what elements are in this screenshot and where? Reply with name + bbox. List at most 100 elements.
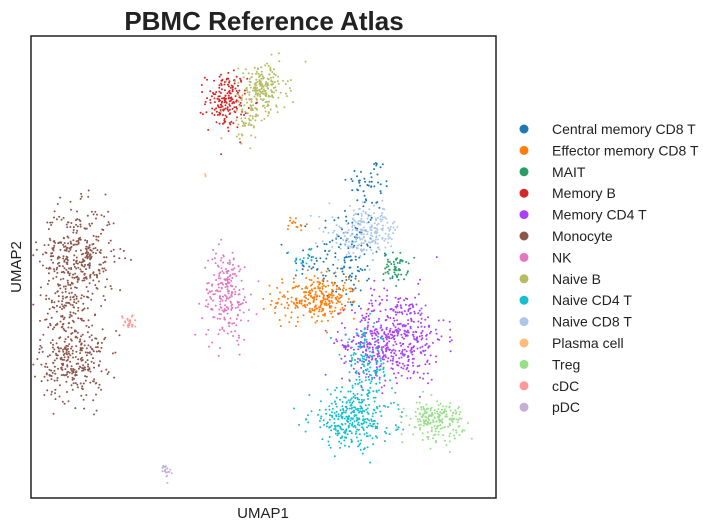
data-point [209,296,212,298]
data-point [433,409,436,412]
data-point [392,232,395,235]
data-point [69,313,72,316]
data-point [79,338,82,341]
data-point [295,225,298,228]
data-point [375,235,378,238]
data-point [227,94,230,97]
data-point [44,365,47,368]
data-point [320,310,323,313]
data-point [359,448,362,451]
data-point [357,223,360,226]
data-point [66,365,69,368]
data-point [393,372,395,375]
data-point [223,83,226,86]
data-point [394,273,397,276]
data-point [100,346,103,349]
data-point [355,229,358,232]
data-point [56,203,59,205]
data-point [232,268,234,271]
data-point [360,242,363,245]
data-point [310,295,313,298]
data-point [401,336,404,339]
data-point [258,93,261,96]
data-point [330,296,333,299]
data-point [235,75,238,78]
data-point [416,341,419,344]
data-point [75,259,78,262]
data-point [419,423,422,426]
data-point [333,428,336,430]
data-point [350,432,353,435]
data-point [91,292,94,295]
data-point [92,213,95,216]
data-point [212,249,215,251]
data-point [383,239,386,242]
data-point [102,270,105,273]
data-point [354,275,357,278]
data-point [378,405,381,408]
data-point [169,468,172,471]
data-point [414,338,417,341]
data-point [359,344,362,347]
data-point [380,386,383,389]
data-point [427,316,429,319]
data-point [381,163,384,166]
data-point [203,76,206,79]
data-point [324,219,327,222]
data-point [392,348,395,351]
data-point [72,244,75,246]
data-point [342,287,345,290]
data-point [430,429,433,432]
data-point [95,238,98,241]
data-point [327,231,330,234]
data-point [429,421,432,424]
data-point [90,210,93,213]
legend-marker [519,274,529,284]
data-point [76,210,78,213]
data-point [380,337,382,340]
data-point [80,356,83,359]
data-point [277,75,280,78]
data-point [214,93,217,96]
data-point [84,227,87,230]
data-point [227,292,230,295]
data-point [387,406,389,408]
data-point [93,366,95,369]
data-point [280,303,283,306]
data-point [65,344,68,347]
data-point [407,322,410,325]
data-point [204,305,207,308]
data-point [254,136,257,139]
data-point [87,319,90,322]
data-point [354,382,357,385]
data-point [273,307,276,310]
data-point [63,402,66,405]
data-point [365,421,368,424]
data-point [321,307,324,310]
data-point [212,92,214,94]
data-point [228,296,231,299]
data-point [409,342,412,345]
data-point [134,319,137,322]
data-point [366,426,369,429]
data-point [394,311,397,313]
data-point [371,334,374,337]
data-point [435,420,438,423]
data-point [237,100,240,103]
data-point [352,209,355,212]
data-point [397,278,400,281]
data-point [398,349,401,352]
data-point [49,239,52,242]
data-point [262,76,265,79]
data-point [449,440,451,443]
data-point [86,307,89,310]
data-point [366,354,369,357]
data-point [366,265,369,267]
data-point [360,212,363,215]
data-point [333,455,336,458]
data-point [351,225,354,228]
data-point [231,322,234,325]
data-point [441,412,444,415]
data-point [84,368,87,371]
data-point [435,355,438,358]
